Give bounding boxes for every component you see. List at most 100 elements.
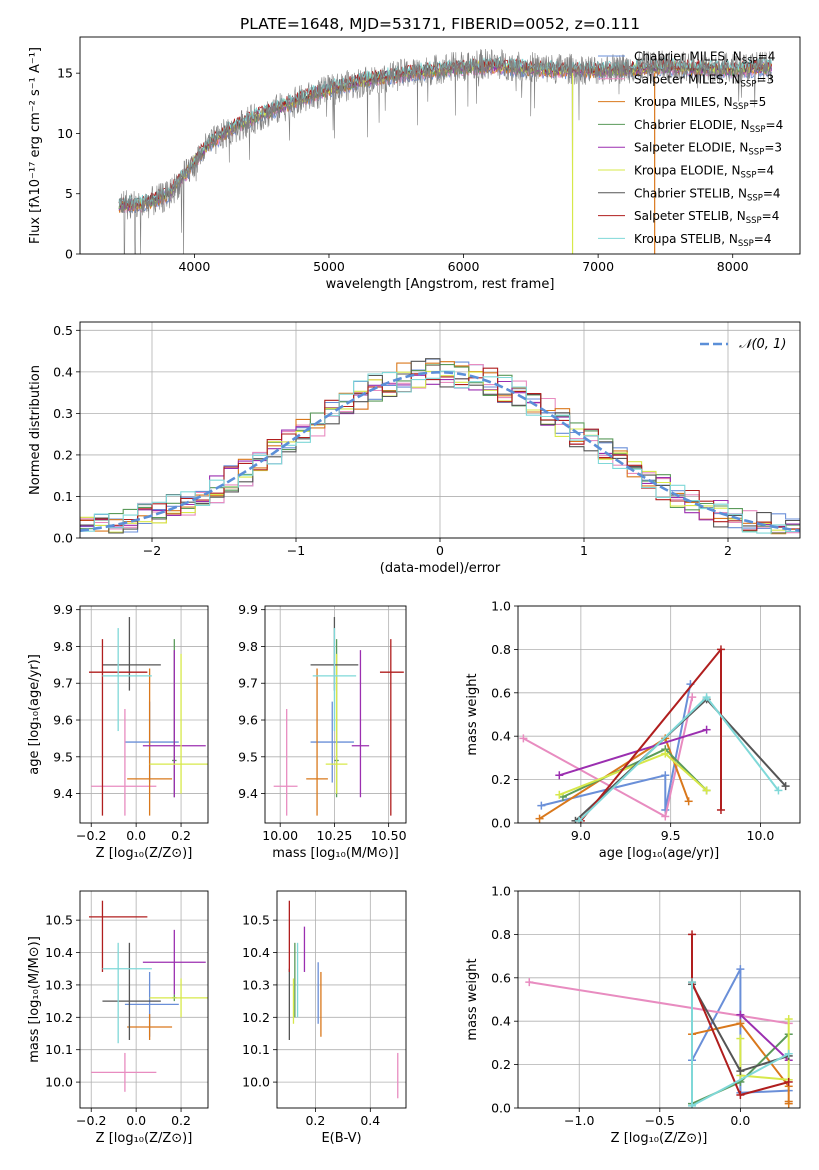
panel-spectrum: 4000 5000 6000 7000 8000 0 5 10 15 wavelength [An… [28,36,801,292]
weight-marker [781,782,790,791]
errorbar [127,668,173,816]
errorbar [102,942,161,1040]
weight-marker [784,1099,793,1108]
weight-marker [784,1049,793,1058]
legend-subscript: SSP [747,193,763,203]
y-tick-label: 0.4 [491,1014,511,1029]
errorbar [102,617,161,691]
x-axis-label: age [log₁₀(age/yr)] [599,846,720,861]
observed-spectrum [118,48,772,254]
x-tick-label: 9.0 [571,828,591,843]
x-tick-label: 10.0 [747,828,775,843]
panel-mass-weight-vs-age: 9.0 9.5 10.0 0.0 0.2 0.4 0.6 0.8 1.0 age [log₁₀(a… [465,599,801,861]
weight-line-salpeter-elodie [739,1013,790,1062]
data-layer [273,617,404,816]
y-tick-label: 10.4 [242,945,270,960]
weight-marker [702,725,711,734]
weight-marker [736,965,745,974]
weight-marker [688,693,697,702]
panel-age-vs-Z: −0.2 0.0 0.2 9.4 9.5 9.6 9.7 9.8 9.9 Z [log₁₀(Z/Z… [27,602,209,861]
axes-frame [517,605,801,824]
legend-entry: Kroupa STELIB, NSSP=4 [634,232,772,249]
weight-marker [688,1101,697,1108]
weight-marker [688,978,697,987]
residual-histogram-kroupa-stelib [80,370,800,534]
x-tick-label: −0.5 [645,1113,675,1128]
x-tick-label: −2 [143,543,161,558]
y-tick-label: 0.4 [53,364,73,379]
x-axis-label: Z [log₁₀(Z/Z⊙)] [96,846,193,861]
y-tick-label: 10.1 [242,1042,270,1057]
y-tick-label: 9.9 [238,602,258,617]
x-tick-label: 7000 [582,259,614,274]
legend-subscript: SSP [733,102,749,112]
legend-subscript: SSP [750,125,766,135]
legend-subscript: SSP [748,148,764,158]
y-tick-label: 0.0 [491,1101,511,1116]
y-tick-label: 0 [65,247,73,262]
weight-marker [519,734,528,743]
errorbar [312,628,357,732]
panel-age-vs-mass: 10.00 10.25 10.50 9.4 9.5 9.6 9.7 9.8 9.9 mass [l… [238,602,406,861]
x-axis-label: Z [log₁₀(Z/Z⊙)] [611,1131,708,1146]
axes-frame [276,890,407,1109]
x-tick-label: 5000 [313,259,345,274]
data-layer [88,617,208,816]
legend-suffix: =4 [758,50,776,64]
y-tick-label: 0.8 [491,642,511,657]
legend-entry: Salpeter ELODIE, NSSP=3 [634,141,782,158]
y-axis-label: age [log₁₀(age/yr)] [27,654,42,775]
gaussian-curve [80,371,800,532]
weight-marker [702,786,711,795]
y-tick-label: 0.3 [53,406,73,421]
y-tick-label: 0.2 [491,1057,511,1072]
y-tick-label: 0.2 [53,447,73,462]
y-tick-label: 0.6 [491,685,511,700]
weight-marker [537,801,546,810]
x-tick-label: 10.00 [262,828,298,843]
axes-frame [517,890,801,1109]
x-tick-label: 0.0 [126,828,146,843]
y-tick-label: 10.0 [45,1075,73,1090]
weight-marker [716,805,725,814]
x-tick-label: 4000 [178,259,210,274]
x-tick-label: −1.0 [564,1113,594,1128]
legend-subscript: SSP [741,79,757,89]
y-tick-label: 9.7 [53,676,73,691]
weight-marker [736,1090,745,1099]
x-tick-label: 0.0 [126,1113,146,1128]
weight-line-kroupa-elodie [739,1019,790,1081]
weight-marker [525,978,534,987]
y-tick-label: 10.0 [242,1075,270,1090]
legend-suffix: =4 [763,186,781,200]
x-tick-label: 2 [724,543,732,558]
weight-marker [555,790,564,799]
y-tick-label: 1.0 [491,884,511,899]
errorbar [310,701,354,783]
legend-entry: Chabrier ELODIE, NSSP=4 [634,118,783,135]
x-tick-label: 6000 [448,259,480,274]
panel-mass-vs-Z: −0.2 0.0 0.2 10.0 10.1 10.2 10.3 10.4 10.5 Z [log… [27,890,209,1146]
legend-suffix: =3 [756,72,774,86]
weight-marker [736,1019,745,1028]
y-tick-label: 10.5 [242,913,270,928]
y-tick-label: 5 [65,186,73,201]
legend-suffix: =5 [749,95,767,109]
x-tick-label: 0.2 [171,828,191,843]
weight-marker [684,797,693,806]
legend-suffix: =3 [764,141,782,155]
y-tick-label: 0.0 [491,816,511,831]
y-tick-label: 9.6 [53,713,73,728]
legend-suffix: =4 [762,209,780,223]
weight-marker [784,1077,793,1086]
y-tick-label: 9.6 [238,713,258,728]
y-tick-label: 10 [57,126,73,141]
weight-marker [575,816,584,823]
legend-suffix: =4 [766,118,784,132]
y-tick-label: 10.3 [242,977,270,992]
y-tick-label: 10.5 [45,913,73,928]
legend-entry: Chabrier MILES, NSSP=4 [634,50,775,67]
errorbar [91,1052,157,1092]
